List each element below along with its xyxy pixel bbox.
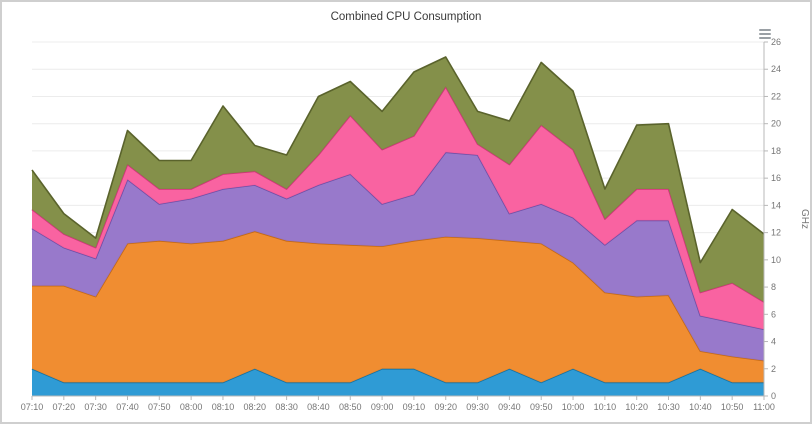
svg-text:8: 8 xyxy=(771,282,776,292)
svg-text:16: 16 xyxy=(771,173,781,183)
svg-text:14: 14 xyxy=(771,200,781,210)
svg-text:09:20: 09:20 xyxy=(434,402,457,412)
stacked-area-plot: 0 2 4 6 8 10 12 14 16 18 20 22 24 26 07:10 07:20 07:30 07… xyxy=(2,2,810,422)
svg-text:0: 0 xyxy=(771,391,776,401)
svg-text:08:20: 08:20 xyxy=(244,402,267,412)
svg-text:20: 20 xyxy=(771,119,781,129)
svg-text:09:30: 09:30 xyxy=(466,402,489,412)
svg-text:08:40: 08:40 xyxy=(307,402,330,412)
svg-text:08:30: 08:30 xyxy=(275,402,298,412)
svg-text:6: 6 xyxy=(771,309,776,319)
svg-text:10:40: 10:40 xyxy=(689,402,712,412)
svg-text:10: 10 xyxy=(771,255,781,265)
svg-text:07:40: 07:40 xyxy=(116,402,139,412)
svg-text:10:20: 10:20 xyxy=(625,402,648,412)
svg-text:12: 12 xyxy=(771,228,781,238)
svg-text:09:40: 09:40 xyxy=(498,402,521,412)
svg-text:10:30: 10:30 xyxy=(657,402,680,412)
svg-text:07:30: 07:30 xyxy=(84,402,107,412)
svg-text:08:50: 08:50 xyxy=(339,402,362,412)
svg-text:08:00: 08:00 xyxy=(180,402,203,412)
svg-text:10:10: 10:10 xyxy=(594,402,617,412)
svg-text:07:10: 07:10 xyxy=(21,402,44,412)
svg-text:18: 18 xyxy=(771,146,781,156)
svg-text:2: 2 xyxy=(771,364,776,374)
svg-text:4: 4 xyxy=(771,337,776,347)
hamburger-menu-icon xyxy=(758,29,772,39)
svg-text:11:00: 11:00 xyxy=(753,402,775,412)
svg-text:24: 24 xyxy=(771,64,781,74)
svg-text:09:00: 09:00 xyxy=(371,402,394,412)
svg-text:GHz: GHz xyxy=(799,209,810,229)
svg-text:10:00: 10:00 xyxy=(562,402,585,412)
svg-text:07:50: 07:50 xyxy=(148,402,171,412)
svg-text:08:10: 08:10 xyxy=(212,402,235,412)
svg-text:07:20: 07:20 xyxy=(53,402,76,412)
chart-title: Combined CPU Consumption xyxy=(330,11,482,23)
svg-text:09:50: 09:50 xyxy=(530,402,553,412)
svg-text:10:50: 10:50 xyxy=(721,402,744,412)
svg-text:26: 26 xyxy=(771,37,781,47)
chart-menu-button[interactable] xyxy=(756,25,774,41)
svg-text:22: 22 xyxy=(771,91,781,101)
svg-text:09:10: 09:10 xyxy=(403,402,426,412)
